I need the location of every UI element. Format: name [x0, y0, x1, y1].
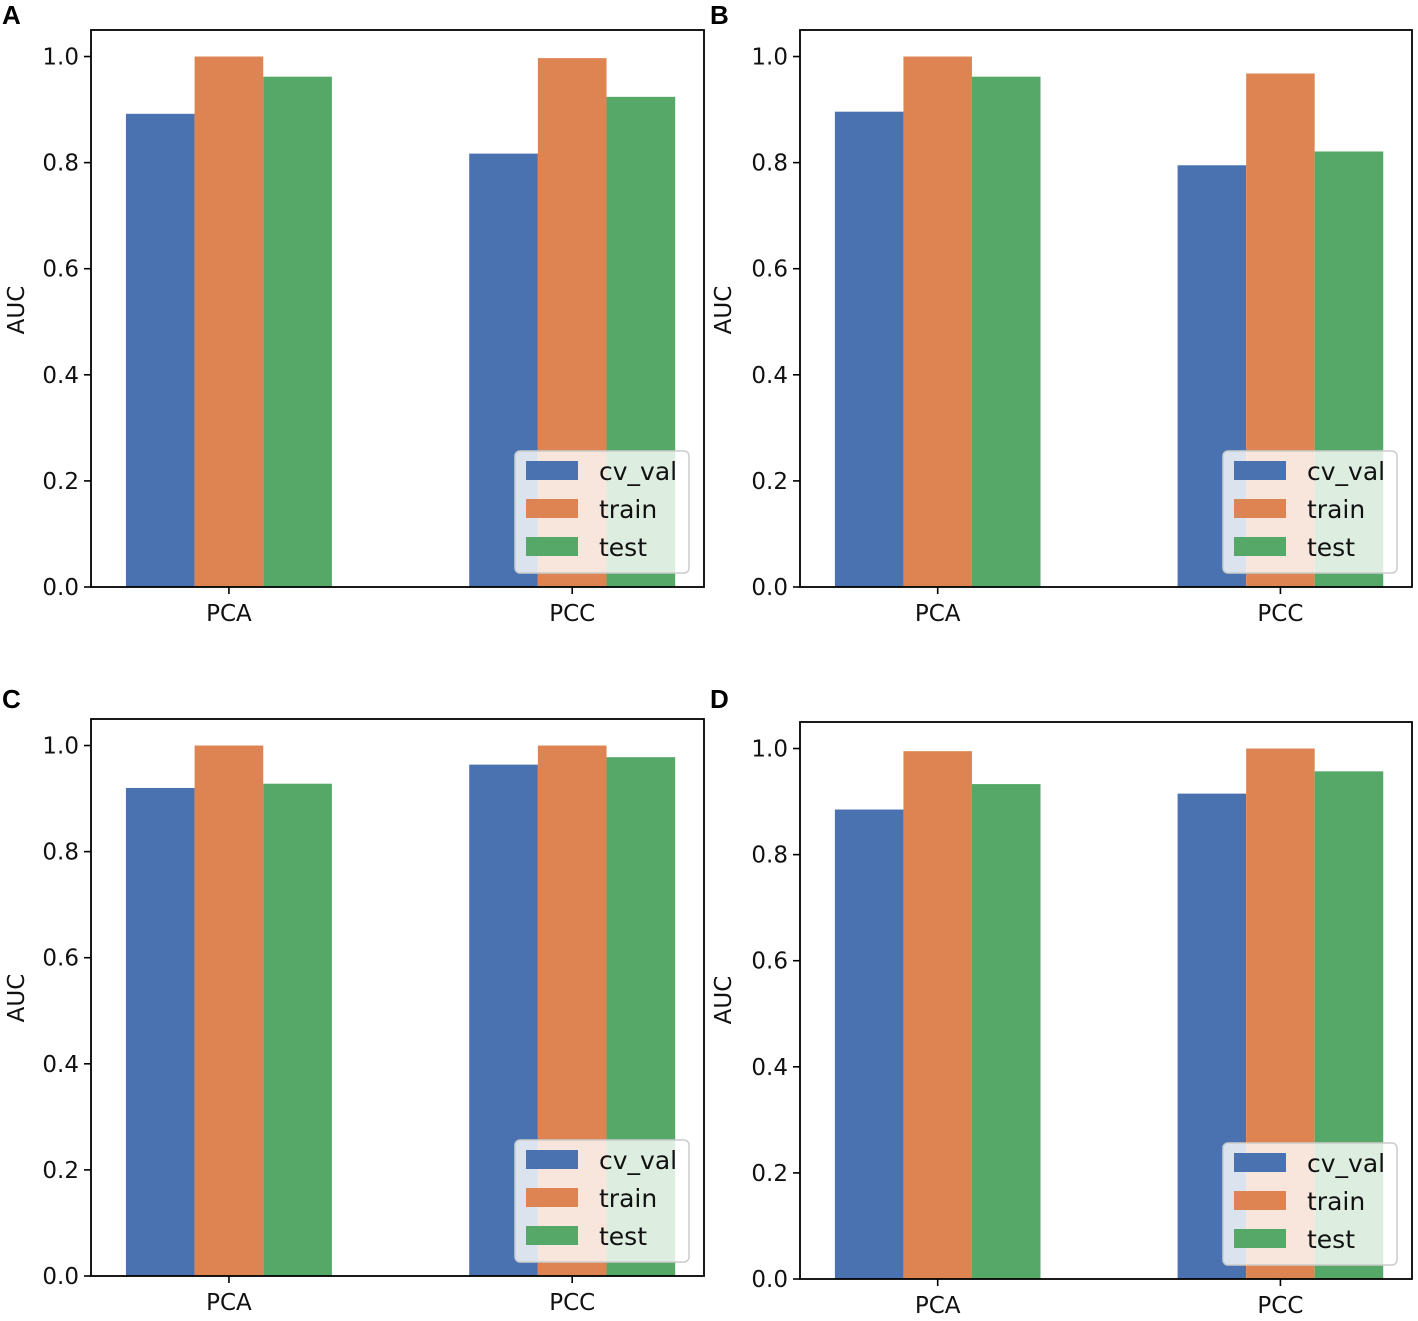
y-tick-label: 1.0 — [42, 734, 79, 760]
plot-frame — [90, 718, 705, 1277]
legend-swatch-test — [1234, 537, 1286, 556]
bar-train-pca — [194, 56, 264, 588]
panel-letter: B — [710, 0, 729, 30]
y-tick-label: 0.8 — [751, 151, 788, 177]
legend-label-train: train — [599, 1184, 657, 1213]
legend-swatch-test — [1234, 1229, 1286, 1248]
legend-label-train: train — [1307, 1187, 1365, 1216]
panel-letter: C — [2, 684, 21, 714]
panel-letter: D — [710, 684, 729, 714]
legend-label-train: train — [599, 495, 657, 524]
panel-letter: A — [2, 0, 21, 30]
y-tick-label: 1.0 — [751, 737, 788, 763]
legend-label-test: test — [599, 1222, 647, 1251]
y-tick-label: 1.0 — [751, 45, 788, 71]
bar-test-pca — [263, 76, 332, 587]
y-tick-label: 0.8 — [42, 151, 79, 177]
legend-label-cv_val: cv_val — [1307, 1149, 1385, 1178]
y-tick-label: 1.0 — [42, 45, 79, 71]
y-tick-label: 0.6 — [42, 257, 79, 283]
legend-swatch-cv_val — [526, 1150, 578, 1169]
plot-frame — [799, 721, 1413, 1280]
bar-cv_val-pca — [125, 787, 195, 1276]
legend-label-cv_val: cv_val — [599, 1146, 677, 1175]
y-tick-label: 0.4 — [751, 363, 788, 389]
bar-train-pca — [903, 56, 972, 588]
x-tick-label: PCA — [915, 1293, 961, 1319]
bar-cv_val-pca — [834, 111, 904, 588]
y-tick-label: 0.0 — [751, 1267, 788, 1293]
y-tick-label: 0.0 — [751, 575, 788, 601]
legend-label-cv_val: cv_val — [1307, 457, 1385, 486]
y-tick-label: 0.6 — [751, 949, 788, 975]
bar-cv_val-pca — [834, 809, 904, 1279]
legend-label-train: train — [1307, 495, 1365, 524]
y-tick-label: 0.8 — [42, 840, 79, 866]
x-tick-label: PCC — [549, 601, 595, 627]
bar-test-pca — [971, 784, 1041, 1279]
y-axis-title: AUC — [4, 974, 30, 1023]
y-tick-label: 0.6 — [751, 257, 788, 283]
legend-label-test: test — [599, 533, 647, 562]
legend-swatch-train — [1234, 499, 1286, 518]
y-tick-label: 0.6 — [42, 946, 79, 972]
x-tick-label: PCC — [549, 1290, 595, 1316]
bar-train-pca — [194, 745, 264, 1276]
x-tick-label: PCA — [206, 1290, 252, 1316]
legend-swatch-train — [1234, 1191, 1286, 1210]
legend-swatch-cv_val — [526, 461, 578, 480]
y-axis-title: AUC — [4, 286, 30, 335]
legend-label-cv_val: cv_val — [599, 457, 677, 486]
x-tick-label: PCA — [206, 601, 252, 627]
legend-swatch-cv_val — [1234, 461, 1286, 480]
y-tick-label: 0.4 — [42, 1052, 79, 1078]
y-tick-label: 0.0 — [42, 575, 79, 601]
y-tick-label: 0.4 — [751, 1055, 788, 1081]
legend-swatch-test — [526, 1226, 578, 1245]
y-tick-label: 0.2 — [42, 1158, 79, 1184]
y-tick-label: 0.2 — [751, 469, 788, 495]
plot-frame — [90, 29, 705, 588]
y-tick-label: 0.4 — [42, 363, 79, 389]
bar-cv_val-pca — [125, 113, 195, 587]
legend-swatch-cv_val — [1234, 1153, 1286, 1172]
plot-frame — [799, 29, 1413, 588]
legend-label-test: test — [1307, 1225, 1355, 1254]
legend-swatch-test — [526, 537, 578, 556]
y-tick-label: 0.0 — [42, 1264, 79, 1290]
y-axis-title: AUC — [711, 976, 737, 1025]
bar-test-pca — [263, 783, 332, 1276]
legend-label-test: test — [1307, 533, 1355, 562]
bar-test-pca — [971, 76, 1041, 587]
x-tick-label: PCA — [915, 601, 961, 627]
x-tick-label: PCC — [1257, 601, 1303, 627]
y-tick-label: 0.2 — [751, 1161, 788, 1187]
y-tick-label: 0.8 — [751, 843, 788, 869]
legend-swatch-train — [526, 1188, 578, 1207]
y-axis-title: AUC — [711, 286, 737, 335]
y-tick-label: 0.2 — [42, 469, 79, 495]
x-tick-label: PCC — [1257, 1293, 1303, 1319]
bar-train-pca — [903, 751, 972, 1279]
legend-swatch-train — [526, 499, 578, 518]
